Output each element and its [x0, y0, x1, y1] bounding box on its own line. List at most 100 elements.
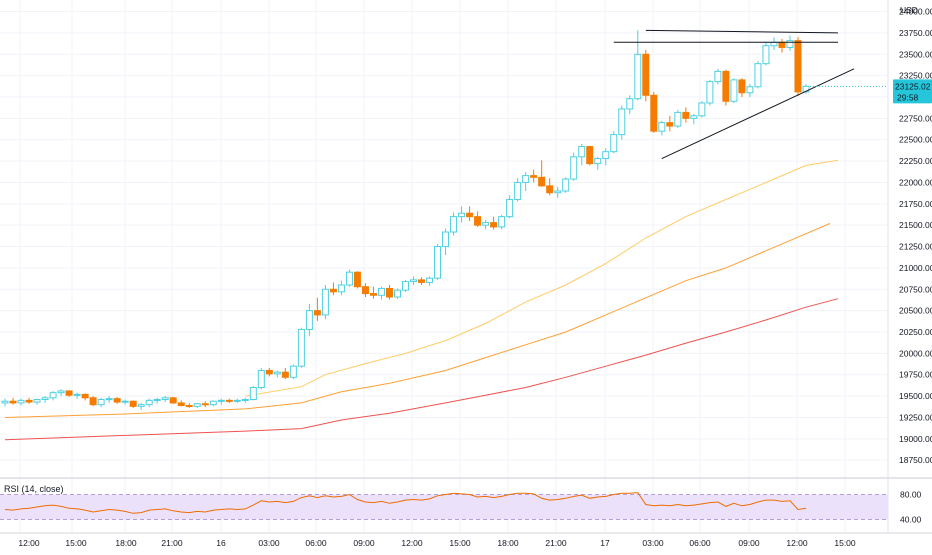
candle[interactable] — [442, 228, 450, 256]
candle[interactable] — [345, 269, 353, 287]
candle[interactable] — [33, 398, 41, 405]
candle[interactable] — [233, 398, 241, 403]
candle[interactable] — [129, 400, 137, 409]
candle[interactable] — [89, 396, 97, 407]
candle[interactable] — [706, 79, 714, 106]
candle[interactable] — [289, 364, 297, 379]
candle[interactable] — [353, 271, 361, 289]
candle[interactable] — [313, 297, 321, 321]
candle[interactable] — [586, 145, 594, 166]
candle[interactable] — [474, 211, 482, 227]
candle[interactable] — [554, 186, 562, 198]
candle[interactable] — [185, 402, 193, 409]
candle[interactable] — [450, 212, 458, 236]
candle[interactable] — [201, 401, 209, 408]
candle[interactable] — [626, 95, 634, 115]
candle[interactable] — [746, 84, 754, 97]
candle[interactable] — [458, 206, 466, 223]
candle[interactable] — [426, 276, 434, 286]
candle[interactable] — [321, 285, 329, 320]
candle[interactable] — [434, 243, 442, 280]
trendline[interactable] — [661, 68, 855, 159]
candle[interactable] — [193, 402, 201, 409]
candle[interactable] — [281, 367, 289, 379]
candle[interactable] — [137, 402, 145, 410]
candle[interactable] — [265, 367, 273, 377]
candle[interactable] — [97, 397, 105, 408]
candle[interactable] — [177, 400, 185, 407]
candle[interactable] — [546, 178, 554, 196]
candle[interactable] — [169, 396, 177, 404]
candle[interactable] — [361, 283, 369, 297]
candle[interactable] — [41, 396, 49, 403]
trendline[interactable] — [645, 29, 839, 34]
candle[interactable] — [73, 392, 81, 399]
candle[interactable] — [121, 399, 129, 405]
candle[interactable] — [754, 61, 762, 89]
candle[interactable] — [1, 398, 9, 407]
candle[interactable] — [49, 390, 57, 401]
candle[interactable] — [594, 156, 602, 170]
candle[interactable] — [610, 131, 618, 154]
candle[interactable] — [650, 91, 658, 133]
candle[interactable] — [410, 276, 418, 285]
candle[interactable] — [786, 35, 794, 51]
candle[interactable] — [690, 114, 698, 125]
candle[interactable] — [249, 385, 257, 401]
candle[interactable] — [570, 152, 578, 181]
candle[interactable] — [273, 370, 281, 378]
candle[interactable] — [337, 280, 345, 296]
candle[interactable] — [802, 84, 810, 94]
candle[interactable] — [762, 41, 770, 66]
candle[interactable] — [682, 107, 690, 123]
candle[interactable] — [522, 172, 530, 191]
candle[interactable] — [730, 78, 738, 103]
candle[interactable] — [722, 69, 730, 106]
candle[interactable] — [81, 393, 89, 401]
candle[interactable] — [618, 105, 626, 140]
candle[interactable] — [466, 206, 474, 221]
candle[interactable] — [698, 101, 706, 118]
candle[interactable] — [9, 397, 17, 405]
candle[interactable] — [57, 389, 65, 397]
candle[interactable] — [217, 398, 225, 405]
candle[interactable] — [674, 109, 682, 128]
candle[interactable] — [225, 398, 233, 403]
candle[interactable] — [65, 390, 73, 397]
candle[interactable] — [402, 279, 409, 292]
candle[interactable] — [145, 398, 153, 408]
candle[interactable] — [161, 396, 169, 403]
candle[interactable] — [714, 68, 722, 85]
candle[interactable] — [666, 115, 674, 132]
candle[interactable] — [393, 288, 401, 299]
candle[interactable] — [506, 195, 514, 219]
candle[interactable] — [482, 220, 490, 230]
candle[interactable] — [369, 286, 377, 299]
candle[interactable] — [209, 400, 217, 407]
candle[interactable] — [578, 144, 586, 166]
candle[interactable] — [562, 177, 570, 193]
candle[interactable] — [602, 148, 610, 166]
candle[interactable] — [794, 37, 802, 97]
candle[interactable] — [658, 120, 666, 136]
candle[interactable] — [105, 396, 113, 403]
candle[interactable] — [770, 37, 778, 50]
candle[interactable] — [297, 327, 305, 368]
candle[interactable] — [329, 282, 337, 296]
candle[interactable] — [642, 50, 650, 102]
candle[interactable] — [738, 78, 746, 97]
candle[interactable] — [490, 216, 498, 230]
candle[interactable] — [418, 277, 426, 285]
candle[interactable] — [514, 178, 522, 202]
candle[interactable] — [257, 367, 265, 390]
candle[interactable] — [241, 397, 249, 403]
candle[interactable] — [538, 160, 546, 187]
candle[interactable] — [385, 285, 393, 300]
candle[interactable] — [113, 396, 121, 404]
candle[interactable] — [25, 397, 33, 404]
candle[interactable] — [17, 398, 25, 406]
candle[interactable] — [377, 286, 385, 300]
candle[interactable] — [778, 38, 786, 53]
